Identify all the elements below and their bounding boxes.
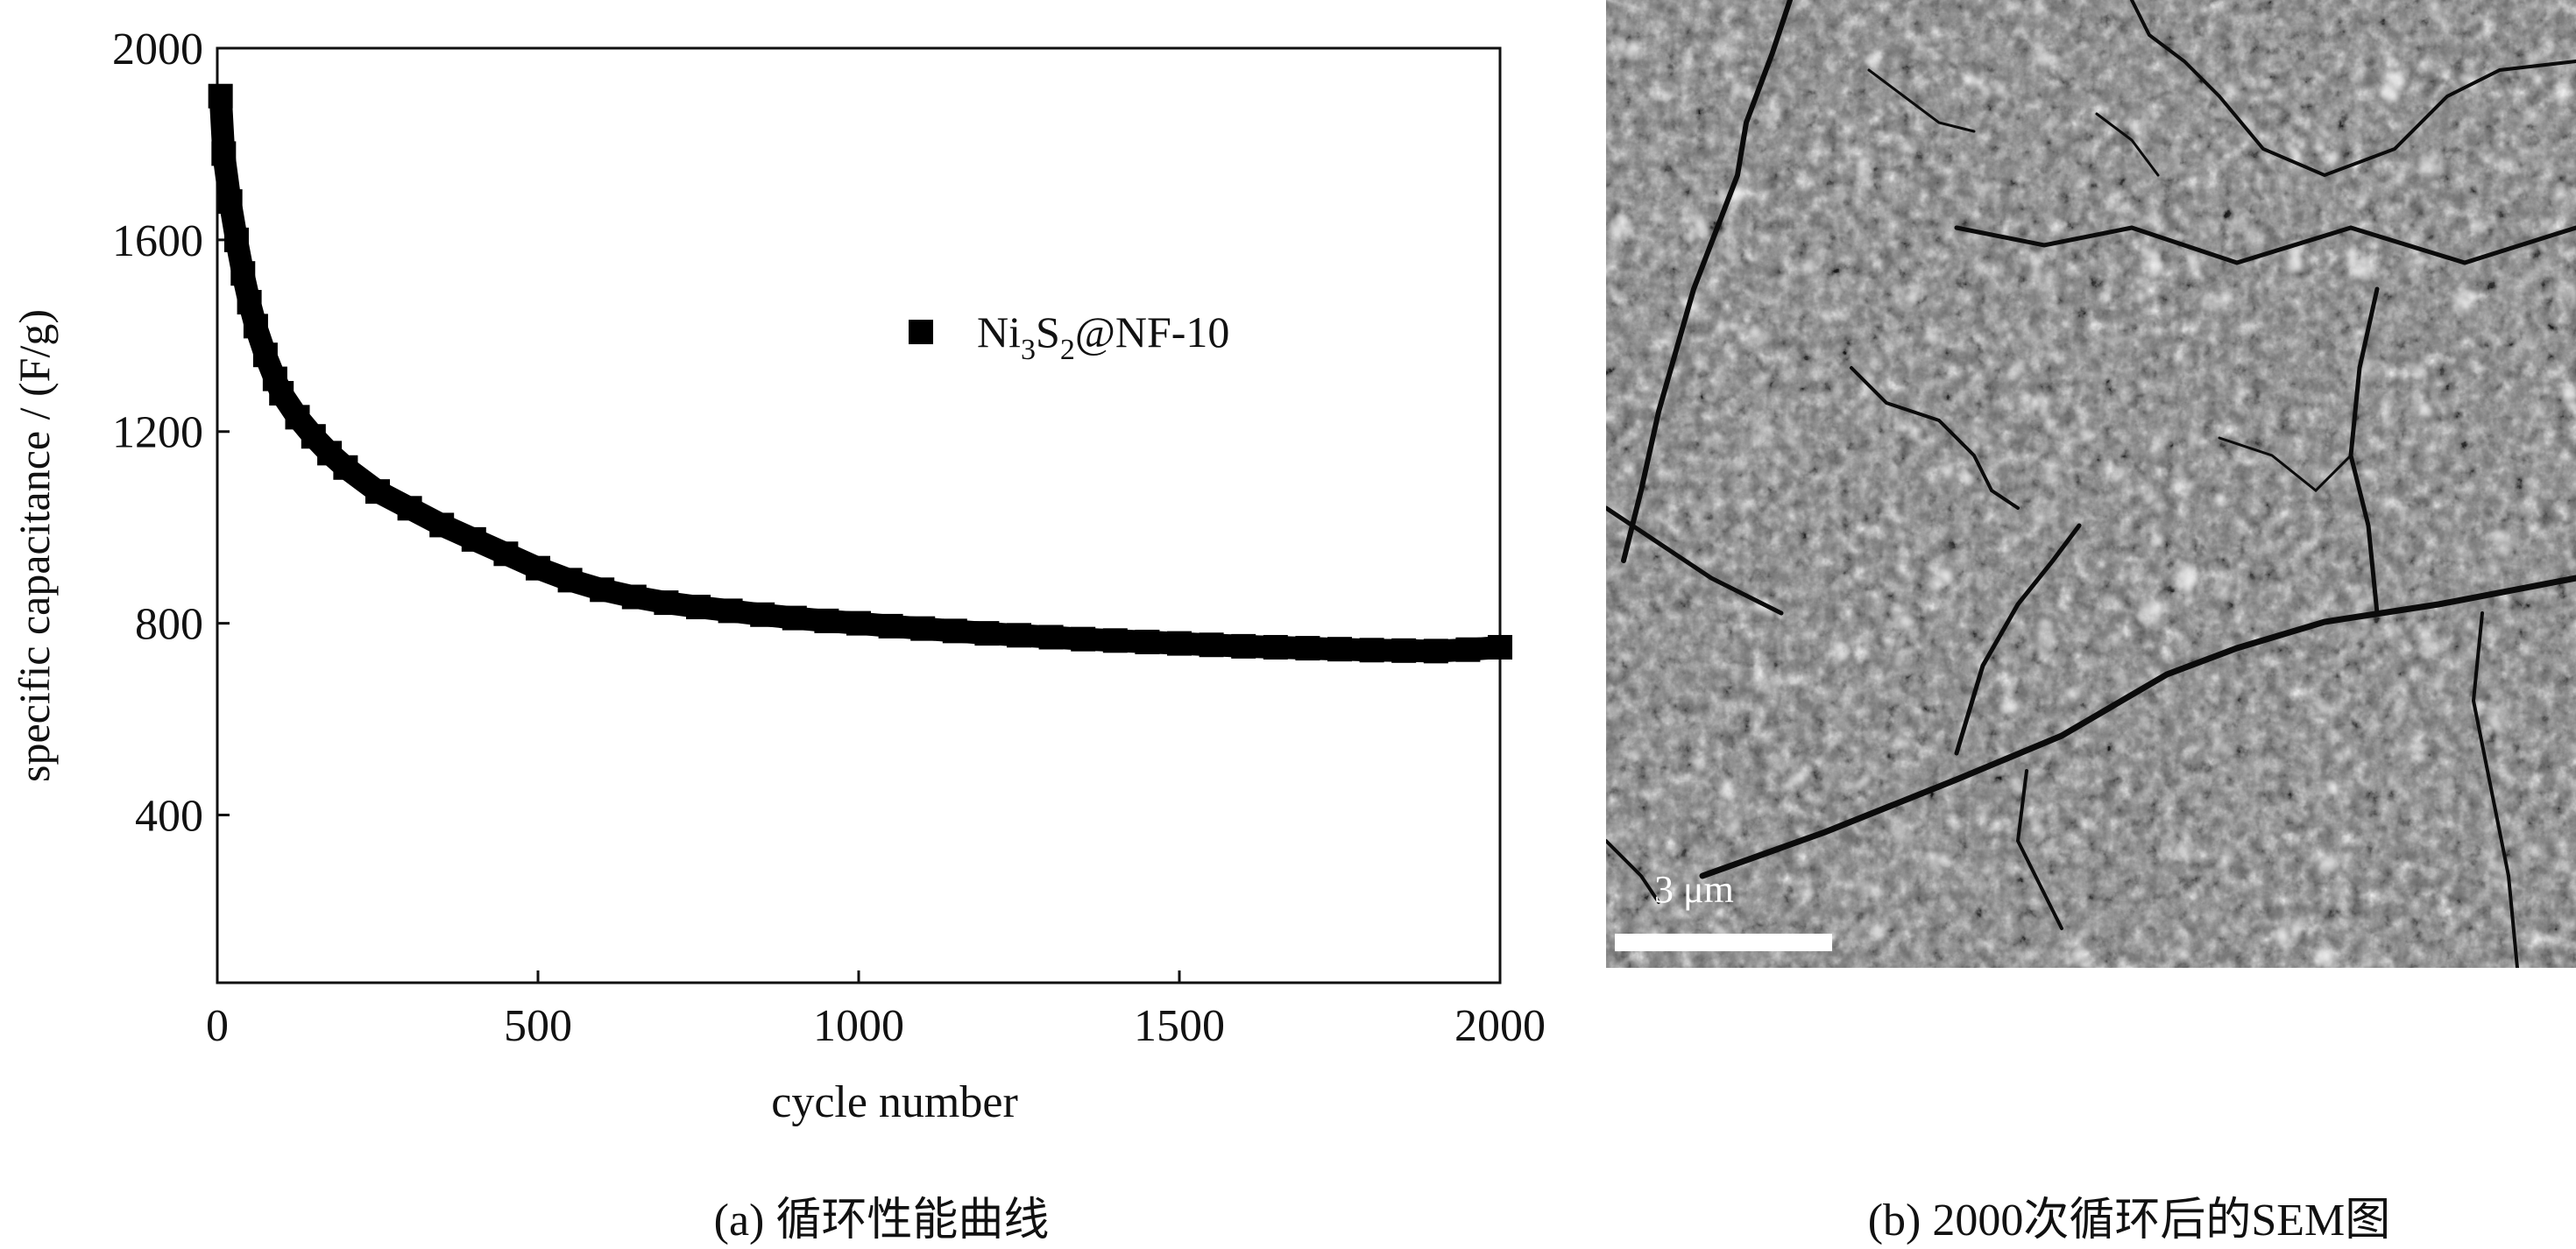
sem-cracks [1606, 0, 2576, 968]
data-point [1423, 639, 1448, 664]
data-point [269, 380, 294, 406]
data-point [1199, 632, 1224, 658]
data-point [557, 568, 583, 593]
x-tick-label: 2000 [1454, 1001, 1546, 1051]
cycle-performance-chart: 0 500 1000 1500 2000 400 800 1200 1600 2000 Ni3S2… [10, 25, 1546, 1127]
data-point [230, 261, 256, 286]
data-point [333, 455, 358, 480]
data-point [750, 602, 775, 627]
y-tick-label: 1600 [112, 216, 203, 266]
data-point [1071, 626, 1096, 652]
data-point [237, 290, 262, 315]
scale-bar-label: 3 μm [1654, 868, 1734, 911]
data-point [252, 342, 278, 368]
data-point [1263, 634, 1288, 660]
x-tick-label: 1500 [1134, 1001, 1225, 1051]
axes: 0 500 1000 1500 2000 400 800 1200 1600 2000 [112, 25, 1546, 1051]
data-point [1359, 638, 1384, 663]
data-point [1391, 638, 1417, 663]
data-point [1135, 629, 1160, 654]
data-point [590, 577, 615, 603]
data-point [461, 526, 486, 552]
data-point [686, 595, 711, 620]
y-axis-label: specific capacitance / (F/g) [10, 309, 59, 782]
data-point [1038, 624, 1064, 650]
data-point [846, 610, 871, 636]
data-point [211, 141, 237, 166]
y-tick-label: 1200 [112, 408, 203, 458]
y-tick-label: 800 [135, 600, 203, 650]
sem-image [1606, 0, 2576, 968]
data-point [493, 541, 519, 567]
data-point [1007, 623, 1031, 648]
data-point [974, 621, 1000, 646]
data-point [243, 314, 268, 339]
caption-a: (a) 循环性能曲线 [713, 1196, 1050, 1245]
x-tick-label: 1000 [813, 1001, 904, 1051]
data-point [1102, 628, 1128, 653]
sem-bright-particles [1606, 0, 2576, 968]
data-point [217, 189, 243, 215]
data-point [526, 555, 550, 581]
data-point [654, 590, 679, 616]
data-point [208, 83, 233, 109]
sem-micrograph: 3 μm [1606, 0, 2576, 968]
y-tick-label: 2000 [112, 25, 203, 74]
data-point [1455, 637, 1481, 662]
chart-legend: Ni3S2@NF-10 [909, 307, 1229, 366]
data-point [1231, 633, 1256, 659]
data-point [621, 584, 647, 610]
data-point [814, 608, 839, 633]
scale-bar [1615, 934, 1832, 951]
data-point [718, 598, 743, 624]
data-point [429, 512, 455, 538]
caption-b: (b) 2000次循环后的SEM图 [1867, 1196, 2391, 1245]
legend-marker [909, 320, 933, 344]
data-marks [208, 83, 1512, 664]
data-point [878, 613, 903, 639]
data-point [1488, 634, 1512, 660]
data-point [1295, 636, 1320, 661]
y-tick-label: 400 [135, 791, 203, 841]
series-band [209, 84, 1512, 663]
data-point [782, 605, 807, 631]
data-point [397, 496, 422, 521]
x-tick-label: 0 [206, 1001, 229, 1051]
data-point [1327, 637, 1352, 662]
data-point [365, 479, 390, 505]
data-point [223, 227, 249, 252]
x-tick-label: 500 [504, 1001, 572, 1051]
data-point [942, 618, 967, 644]
data-point [1167, 631, 1192, 656]
data-point [910, 616, 936, 641]
legend-label: Ni3S2@NF-10 [977, 307, 1229, 366]
x-axis-label: cycle number [771, 1077, 1018, 1127]
